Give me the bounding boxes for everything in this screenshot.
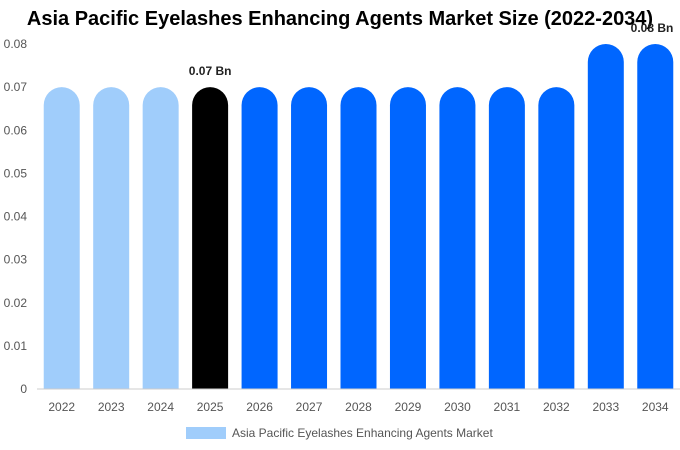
x-tick-label: 2022 bbox=[48, 400, 75, 414]
y-tick-label: 0.03 bbox=[4, 253, 28, 267]
x-tick-label: 2024 bbox=[147, 400, 174, 414]
x-tick-label: 2028 bbox=[345, 400, 372, 414]
y-tick-label: 0.01 bbox=[4, 339, 28, 353]
bar-2034 bbox=[637, 44, 674, 389]
bar-2026 bbox=[241, 87, 278, 389]
chart-title: Asia Pacific Eyelashes Enhancing Agents … bbox=[26, 8, 654, 30]
data-label-2025: 0.07 Bn bbox=[189, 64, 232, 78]
legend: Asia Pacific Eyelashes Enhancing Agents … bbox=[186, 426, 493, 440]
x-axis: 2022 2023 2024 2025 2026 2027 2028 2029 2030 2031… bbox=[48, 400, 669, 414]
y-tick-label: 0.07 bbox=[4, 80, 28, 94]
legend-label: Asia Pacific Eyelashes Enhancing Agents … bbox=[232, 426, 493, 440]
bar-2029 bbox=[389, 87, 426, 389]
y-tick-label: 0.04 bbox=[4, 210, 28, 224]
x-tick-label: 2030 bbox=[444, 400, 471, 414]
y-axis: 0 0.01 0.02 0.03 0.04 0.05 0.06 0.07 0.08 bbox=[4, 37, 28, 396]
bar-2027 bbox=[291, 87, 328, 389]
y-tick-label: 0.08 bbox=[4, 37, 28, 51]
y-tick-label: 0.02 bbox=[4, 296, 28, 310]
x-tick-label: 2034 bbox=[642, 400, 669, 414]
x-tick-label: 2033 bbox=[592, 400, 619, 414]
y-tick-label: 0.06 bbox=[4, 123, 28, 137]
x-tick-label: 2023 bbox=[98, 400, 125, 414]
data-label-2034: 0.08 Bn bbox=[631, 21, 674, 35]
x-tick-label: 2025 bbox=[197, 400, 224, 414]
data-labels: 0.07 Bn 0.08 Bn bbox=[189, 21, 674, 78]
x-tick-label: 2032 bbox=[543, 400, 570, 414]
bar-2023 bbox=[93, 87, 130, 389]
x-tick-label: 2029 bbox=[395, 400, 422, 414]
y-tick-label: 0.05 bbox=[4, 166, 28, 180]
bar-2024 bbox=[142, 87, 179, 389]
bar-2028 bbox=[340, 87, 377, 389]
bar-2025 bbox=[192, 87, 229, 389]
bar-2031 bbox=[488, 87, 525, 389]
bar-2022 bbox=[43, 87, 80, 389]
bar-2032 bbox=[538, 87, 575, 389]
y-tick-label: 0 bbox=[20, 382, 27, 396]
legend-swatch bbox=[186, 427, 226, 439]
bar-2033 bbox=[587, 44, 624, 389]
bars bbox=[43, 44, 674, 389]
x-tick-label: 2031 bbox=[494, 400, 521, 414]
bar-2030 bbox=[439, 87, 476, 389]
x-tick-label: 2026 bbox=[246, 400, 273, 414]
x-tick-label: 2027 bbox=[296, 400, 323, 414]
